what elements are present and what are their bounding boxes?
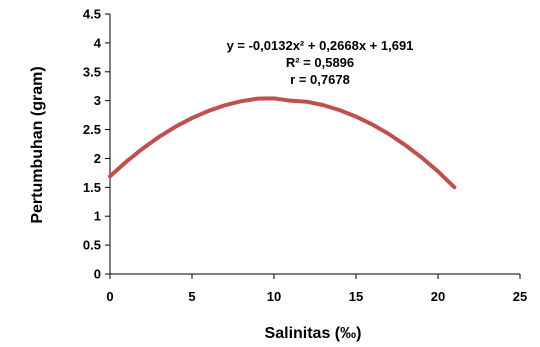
x-tick-label: 20	[431, 289, 445, 304]
y-tick-label: 2.5	[83, 122, 101, 137]
y-tick-label: 1	[94, 209, 101, 224]
x-tick-label: 10	[267, 289, 281, 304]
r-value-label: r = 0,7678	[290, 72, 350, 87]
y-tick-label: 2	[94, 151, 101, 166]
y-tick-label: 3	[94, 93, 101, 108]
r-squared-label: R² = 0,5896	[286, 55, 354, 70]
y-tick-label: 0.5	[83, 238, 101, 253]
y-tick-label: 4	[94, 35, 102, 50]
x-tick-label: 25	[513, 289, 527, 304]
y-tick-label: 3.5	[83, 64, 101, 79]
regression-annotation: y = -0,0132x² + 0,2668x + 1,691 R² = 0,5…	[227, 38, 414, 87]
y-tick-label: 4.5	[83, 7, 101, 22]
y-tick-label: 0	[94, 267, 101, 282]
x-tick-label: 0	[106, 289, 113, 304]
y-axis-title: Pertumbuhan (gram)	[29, 66, 46, 223]
x-tick-label: 5	[188, 289, 195, 304]
x-axis-title: Salinitas (‰)	[265, 325, 362, 342]
x-axis-ticks: 0 5 10 15 20 25	[106, 274, 527, 304]
series-line	[108, 96, 457, 190]
equation-label: y = -0,0132x² + 0,2668x + 1,691	[227, 38, 414, 53]
y-tick-label: 1.5	[83, 180, 101, 195]
y-axis-ticks: 0 0.5 1 1.5 2 2.5 3 3.5 4 4.5	[83, 7, 110, 282]
x-tick-label: 15	[349, 289, 363, 304]
